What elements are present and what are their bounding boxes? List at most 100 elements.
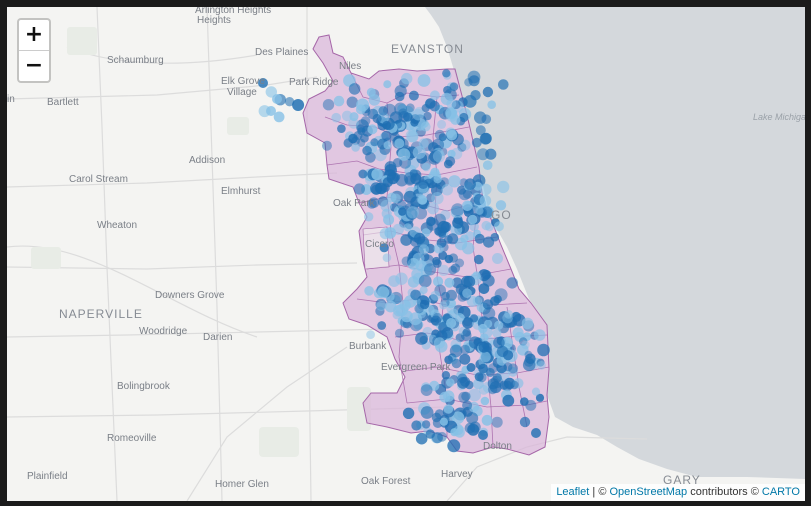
circle-marker[interactable] (376, 300, 387, 312)
circle-marker[interactable] (272, 94, 282, 104)
circle-marker[interactable] (448, 253, 458, 263)
circle-marker[interactable] (451, 358, 462, 369)
circle-marker[interactable] (491, 416, 503, 428)
circle-marker[interactable] (481, 414, 493, 426)
circle-marker[interactable] (451, 277, 463, 289)
circle-marker[interactable] (537, 360, 546, 370)
zoom-in-button[interactable]: + (24, 22, 44, 47)
circle-marker[interactable] (386, 172, 399, 185)
circle-marker[interactable] (531, 387, 541, 396)
circle-marker[interactable] (433, 175, 442, 184)
circle-marker[interactable] (437, 119, 447, 129)
circle-marker[interactable] (292, 99, 305, 111)
circle-marker[interactable] (448, 175, 461, 188)
circle-marker[interactable] (492, 253, 503, 264)
circle-marker[interactable] (451, 411, 465, 425)
circle-marker[interactable] (405, 208, 418, 221)
circle-marker[interactable] (410, 289, 421, 301)
circle-marker[interactable] (349, 112, 359, 122)
circle-marker[interactable] (441, 327, 454, 339)
map-container[interactable]: Arlington Heights Heights Des Plaines Sc… (7, 7, 805, 501)
circle-marker[interactable] (493, 336, 505, 349)
circle-marker[interactable] (412, 252, 425, 265)
circle-marker[interactable] (439, 301, 448, 310)
circle-marker[interactable] (412, 108, 425, 121)
circle-marker[interactable] (383, 80, 392, 89)
circle-marker[interactable] (499, 380, 509, 390)
circle-marker[interactable] (485, 148, 497, 160)
circle-marker[interactable] (415, 432, 428, 445)
circle-marker[interactable] (403, 172, 417, 185)
circle-marker[interactable] (273, 111, 285, 123)
circle-marker[interactable] (466, 412, 479, 425)
circle-marker[interactable] (432, 150, 446, 163)
circle-marker[interactable] (478, 430, 488, 440)
circle-marker[interactable] (427, 202, 439, 215)
circle-marker[interactable] (437, 220, 450, 234)
circle-marker[interactable] (475, 125, 486, 136)
circle-marker[interactable] (430, 315, 442, 326)
circle-marker[interactable] (348, 118, 359, 129)
circle-marker[interactable] (451, 203, 465, 217)
circle-marker[interactable] (480, 351, 491, 363)
circle-marker[interactable] (410, 118, 419, 127)
circle-marker[interactable] (482, 274, 495, 287)
circle-marker[interactable] (448, 265, 458, 275)
circle-marker[interactable] (520, 397, 529, 406)
circle-marker[interactable] (485, 367, 495, 377)
circle-marker[interactable] (428, 151, 441, 165)
circle-marker[interactable] (421, 162, 431, 172)
circle-marker[interactable] (517, 344, 529, 356)
circle-marker[interactable] (394, 328, 405, 338)
circle-marker[interactable] (360, 116, 371, 126)
circle-marker[interactable] (467, 214, 478, 225)
circle-marker[interactable] (467, 423, 480, 436)
circle-marker[interactable] (364, 212, 374, 222)
circle-marker[interactable] (494, 288, 508, 302)
circle-marker[interactable] (381, 130, 392, 141)
circle-marker[interactable] (418, 244, 429, 255)
circle-marker[interactable] (462, 400, 473, 411)
circle-marker[interactable] (284, 97, 295, 107)
circle-marker[interactable] (439, 417, 448, 426)
circle-marker[interactable] (475, 206, 484, 215)
circle-marker[interactable] (366, 330, 375, 339)
circle-marker[interactable] (490, 232, 500, 242)
circle-marker[interactable] (493, 221, 504, 232)
circle-marker[interactable] (510, 380, 519, 390)
circle-marker[interactable] (370, 138, 379, 147)
circle-marker[interactable] (481, 220, 491, 231)
circle-marker[interactable] (384, 161, 397, 173)
circle-marker[interactable] (447, 439, 461, 453)
circle-marker[interactable] (444, 277, 455, 288)
circle-marker[interactable] (462, 200, 473, 212)
circle-marker[interactable] (433, 244, 443, 254)
circle-marker[interactable] (521, 340, 530, 350)
circle-marker[interactable] (266, 106, 276, 116)
circle-marker[interactable] (367, 124, 378, 135)
circle-marker[interactable] (393, 304, 406, 317)
circle-marker[interactable] (406, 206, 419, 219)
circle-marker[interactable] (397, 200, 407, 210)
circle-marker[interactable] (333, 95, 345, 107)
circle-marker[interactable] (457, 377, 469, 389)
circle-marker[interactable] (432, 259, 442, 268)
circle-marker[interactable] (464, 178, 476, 190)
circle-marker[interactable] (362, 145, 372, 156)
osm-link[interactable]: OpenStreetMap (609, 486, 688, 498)
circle-marker[interactable] (521, 317, 534, 330)
circle-marker[interactable] (405, 103, 415, 113)
circle-marker[interactable] (497, 180, 510, 194)
circle-marker[interactable] (472, 296, 483, 306)
circle-marker[interactable] (490, 296, 500, 306)
circle-marker[interactable] (431, 412, 442, 423)
circle-marker[interactable] (462, 328, 471, 337)
circle-marker[interactable] (535, 393, 545, 402)
circle-marker[interactable] (397, 148, 411, 161)
carto-link[interactable]: CARTO (761, 486, 800, 498)
circle-marker[interactable] (503, 316, 516, 329)
circle-marker[interactable] (441, 371, 451, 380)
circle-marker[interactable] (377, 321, 387, 330)
circle-marker[interactable] (450, 205, 464, 219)
circle-marker[interactable] (504, 310, 513, 319)
